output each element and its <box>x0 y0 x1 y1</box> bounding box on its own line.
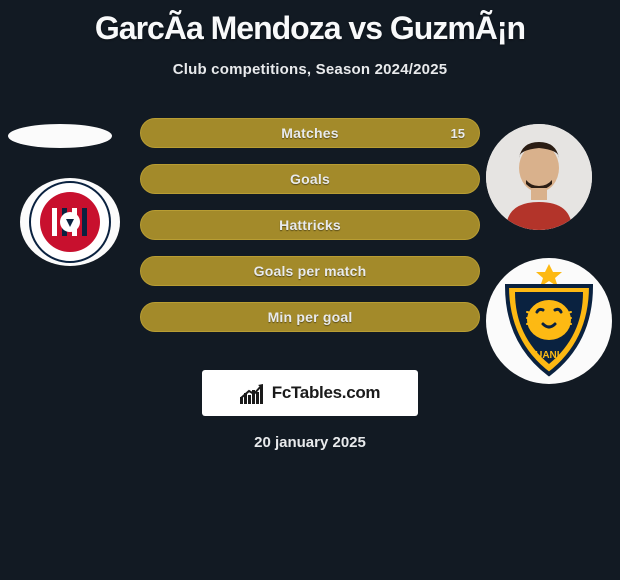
player-portrait-icon <box>486 124 592 230</box>
logo-text: FcTables.com <box>272 383 381 403</box>
logo-arrow-icon <box>240 382 266 404</box>
chivas-icon <box>29 181 111 263</box>
stat-label: Matches <box>281 125 338 141</box>
club-badge-right: UANL <box>486 258 612 384</box>
player-avatar-right <box>486 124 592 230</box>
club-badge-left <box>20 178 120 266</box>
stat-row-min-per-goal: Min per goal <box>140 302 480 332</box>
page-title: GarcÃ­a Mendoza vs GuzmÃ¡n <box>0 0 620 47</box>
stat-label: Hattricks <box>279 217 341 233</box>
tigres-icon: UANL <box>495 262 603 380</box>
stat-value-right: 15 <box>451 126 465 141</box>
svg-text:UANL: UANL <box>535 350 563 361</box>
date-label: 20 january 2025 <box>0 434 620 451</box>
stat-row-goals: Goals <box>140 164 480 194</box>
stat-row-hattricks: Hattricks <box>140 210 480 240</box>
fctables-logo[interactable]: FcTables.com <box>202 370 418 416</box>
stat-label: Goals <box>290 171 330 187</box>
stat-row-matches: Matches 15 <box>140 118 480 148</box>
stat-label: Min per goal <box>268 309 353 325</box>
subtitle: Club competitions, Season 2024/2025 <box>0 61 620 78</box>
player-avatar-left <box>8 124 112 148</box>
stat-label: Goals per match <box>254 263 367 279</box>
stat-row-goals-per-match: Goals per match <box>140 256 480 286</box>
